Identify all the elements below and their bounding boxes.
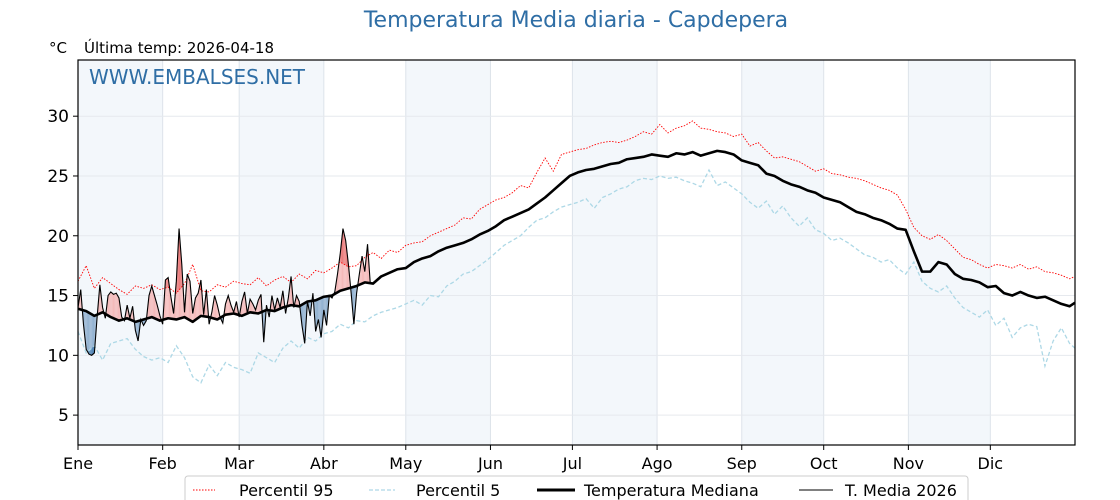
x-tick-label: Dic <box>978 454 1004 473</box>
y-tick-label: 10 <box>47 346 69 366</box>
month-band-jul <box>572 60 658 445</box>
legend-label-p95: Percentil 95 <box>239 481 334 500</box>
x-tick-label: Feb <box>149 454 177 473</box>
x-tick-label: Jul <box>562 454 582 473</box>
x-tick-label: Sep <box>727 454 757 473</box>
x-tick-label: May <box>389 454 422 473</box>
legend-box <box>184 475 969 500</box>
legend-label-p5: Percentil 5 <box>416 481 500 500</box>
legend: Percentil 95 Percentil 5 Temperatura Med… <box>184 475 969 500</box>
x-tick-label: Jun <box>477 454 503 473</box>
month-band-nov <box>908 60 991 445</box>
series-line-2026 <box>77 228 371 356</box>
last-temp-label: Última temp: 2026-04-18 <box>84 39 275 57</box>
y-tick-label: 20 <box>47 227 69 247</box>
y-axis: 5 10 15 20 25 30 <box>47 107 78 426</box>
month-band-mar <box>239 60 324 445</box>
series-line-mediana <box>77 149 1076 324</box>
x-tick-label: Ago <box>642 454 673 473</box>
legend-item-2026[interactable]: T. Media 2026 <box>799 481 957 500</box>
series-line-percentil-5 <box>77 168 1076 384</box>
legend-label-median: Temperatura Mediana <box>583 481 759 500</box>
legend-item-p5[interactable]: Percentil 5 <box>369 481 500 500</box>
month-band-may <box>405 60 491 445</box>
x-axis: Ene Feb Mar Abr May Jun Jul Ago Sep Oct Nov Dic <box>63 445 1003 473</box>
month-band-sep <box>741 60 824 445</box>
x-tick-label: Oct <box>810 454 838 473</box>
legend-label-2026: T. Media 2026 <box>844 481 957 500</box>
x-tick-label: Ene <box>63 454 93 473</box>
plot-frame <box>77 59 1076 446</box>
chart-title: Temperatura Media diaria - Capdepera <box>363 8 789 33</box>
month-bands <box>78 60 991 445</box>
watermark: WWW.EMBALSES.NET <box>89 65 306 89</box>
legend-item-median[interactable]: Temperatura Mediana <box>537 481 759 500</box>
y-tick-label: 30 <box>47 107 69 127</box>
series-lines <box>77 120 1076 384</box>
x-tick-label: Abr <box>310 454 338 473</box>
y-tick-label: 5 <box>58 406 69 426</box>
y-tick-label: 15 <box>47 287 69 307</box>
y-unit-label: °C <box>49 39 67 57</box>
grid-lines <box>77 60 1075 445</box>
y-tick-label: 25 <box>47 167 69 187</box>
legend-item-p95[interactable]: Percentil 95 <box>193 481 334 500</box>
x-tick-label: Mar <box>224 454 255 473</box>
series-line-percentil-95 <box>77 120 1076 295</box>
month-band-ene <box>78 60 163 445</box>
x-tick-label: Nov <box>893 454 924 473</box>
